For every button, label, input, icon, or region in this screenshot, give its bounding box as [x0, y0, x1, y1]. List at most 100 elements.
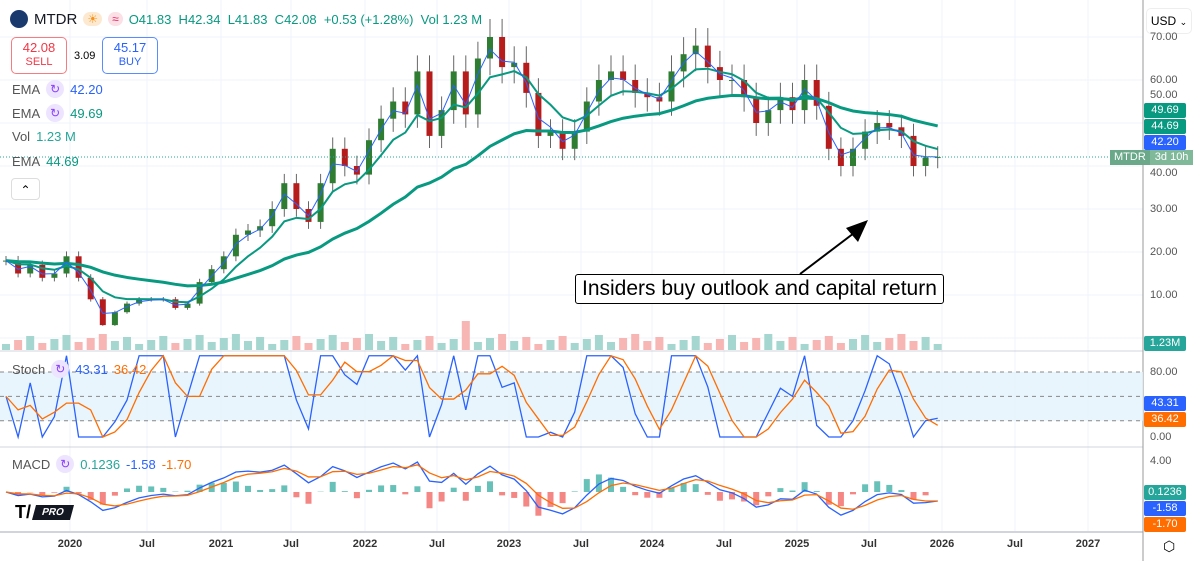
volume-bar: [110, 341, 119, 350]
buy-button[interactable]: 45.17 BUY: [102, 37, 158, 74]
candle-body: [910, 135, 917, 166]
candle-body: [825, 105, 832, 149]
ema3-legend[interactable]: EMA 44.69: [12, 154, 79, 169]
ema1-value: 42.20: [70, 81, 103, 97]
macd-histogram-bar: [729, 492, 735, 500]
settings-icon[interactable]: ⬡: [1163, 538, 1176, 554]
volume-bar: [389, 337, 398, 350]
macd-histogram-bar: [801, 482, 808, 492]
buy-price: 45.17: [113, 40, 147, 55]
macd-histogram-bar: [245, 485, 251, 492]
ohlc-values: O41.83 H42.34 L41.83 C42.08 +0.53 (+1.28…: [128, 11, 483, 27]
collapse-legend-button[interactable]: ⌃: [11, 178, 40, 200]
volume-legend[interactable]: Vol 1.23 M: [12, 129, 76, 144]
volume-bar: [788, 337, 797, 350]
volume-bar: [921, 337, 930, 350]
volume-bar: [764, 334, 773, 350]
candle-body: [777, 97, 784, 111]
volume-bar: [703, 343, 712, 350]
time-axis-label: Jul: [861, 538, 877, 550]
macd-histogram-bar: [874, 481, 881, 492]
macd-histogram-bar: [886, 484, 893, 492]
refresh-icon[interactable]: ↻: [56, 455, 75, 473]
countdown-tag: MTDR 3d 10h: [1110, 150, 1194, 165]
candle-body: [99, 299, 106, 326]
sell-button[interactable]: 42.08 SELL: [11, 37, 67, 74]
volume-bar: [74, 342, 83, 350]
price-axis-label: 70.00: [1150, 31, 1178, 43]
volume-bar: [836, 343, 845, 350]
macd-histogram-bar: [184, 490, 191, 492]
tv-logo-icon: T/: [15, 502, 31, 522]
time-axis-label: Jul: [716, 538, 732, 550]
macd-signal-tag: -1.70: [1144, 517, 1186, 532]
price-axis-label: 10.00: [1150, 289, 1178, 301]
candle-body: [632, 80, 639, 93]
candle-body: [257, 226, 264, 231]
candle-body: [414, 71, 421, 115]
stoch-d-value: 36.42: [113, 361, 147, 377]
macd-histogram-bar: [910, 492, 917, 500]
ema2-legend[interactable]: EMA ↻ 49.69: [12, 104, 103, 122]
volume-bar: [401, 344, 410, 350]
candle-body: [547, 131, 554, 136]
ema1-legend[interactable]: EMA ↻ 42.20: [12, 80, 103, 98]
refresh-icon[interactable]: ↻: [46, 104, 65, 122]
volume-bar: [123, 337, 131, 350]
volume-bar: [861, 335, 870, 350]
macd-histogram-bar: [124, 488, 130, 492]
buy-label: BUY: [118, 56, 142, 68]
refresh-icon[interactable]: ↻: [46, 80, 65, 98]
currency-label: USD: [1150, 14, 1177, 28]
candle-body: [232, 234, 239, 257]
candle-body: [317, 183, 324, 222]
ema-mid-line: [5, 67, 938, 304]
refresh-icon[interactable]: ↻: [51, 360, 70, 378]
sell-label: SELL: [25, 56, 53, 68]
candle-body: [668, 71, 675, 102]
ema2-label: EMA: [12, 105, 41, 121]
volume-bar: [231, 334, 240, 350]
currency-selector[interactable]: USD ⌄: [1146, 8, 1192, 34]
volume-bar: [667, 344, 676, 350]
volume-bar: [425, 336, 434, 350]
arrow-head-icon: [846, 220, 868, 242]
volume-bar: [207, 342, 216, 350]
candle-body: [874, 123, 881, 132]
volume-bar: [510, 341, 519, 350]
macd-legend[interactable]: MACD ↻ 0.1236 -1.58 -1.70: [12, 455, 191, 473]
macd-histogram-bar: [704, 492, 711, 495]
stoch-legend[interactable]: Stoch ↻ 43.31 36.42: [12, 360, 146, 378]
time-axis-label: Jul: [139, 538, 155, 550]
candle-body: [196, 282, 203, 304]
macd-hist-value: 0.1236: [80, 456, 121, 472]
tradingview-logo[interactable]: T/PRO: [15, 502, 74, 523]
macd-histogram-bar: [305, 492, 312, 504]
volume-bar: [897, 334, 906, 350]
candle-body: [692, 45, 699, 55]
candle-body: [281, 183, 288, 209]
price-axis-label: 30.00: [1150, 203, 1178, 215]
volume-bar: [473, 342, 482, 350]
spread: 3.09: [74, 50, 96, 62]
macd-histogram-bar: [414, 486, 421, 492]
symbol-name[interactable]: MTDR: [34, 10, 78, 28]
macd-histogram-bar: [438, 492, 445, 502]
candle-body: [571, 131, 578, 149]
candle-body: [87, 277, 94, 300]
market-status-icon[interactable]: ☀: [83, 12, 103, 26]
volume-bar: [26, 336, 35, 350]
volume-bar: [135, 344, 144, 350]
time-axis-label: Jul: [573, 538, 589, 550]
macd-histogram-bar: [898, 490, 905, 492]
ema-fast-line: [5, 48, 938, 315]
logo-pro-text: PRO: [31, 505, 74, 520]
annotation-callout[interactable]: Insiders buy outlook and capital return: [575, 274, 944, 304]
candle-body: [402, 101, 409, 115]
data-delay-icon[interactable]: ≈: [108, 12, 123, 26]
ema-slow-line: [5, 93, 939, 288]
candle-body: [741, 80, 748, 98]
macd-histogram-bar: [511, 492, 518, 498]
macd-histogram-bar: [535, 492, 542, 516]
